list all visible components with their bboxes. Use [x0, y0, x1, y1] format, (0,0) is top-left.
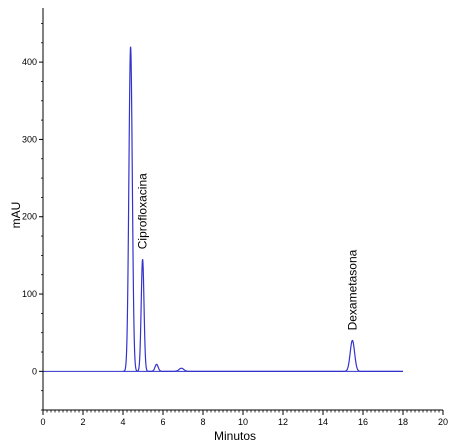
x-tick-label: 16: [358, 417, 368, 427]
chromatogram-trace: [122, 46, 403, 372]
y-tick-label: 400: [22, 57, 37, 67]
y-tick-label: 100: [22, 289, 37, 299]
x-tick-label: 0: [40, 417, 45, 427]
x-tick-label: 14: [318, 417, 328, 427]
x-tick-label: 20: [438, 417, 448, 427]
x-tick-label: 10: [238, 417, 248, 427]
x-tick-label: 2: [80, 417, 85, 427]
x-tick-label: 6: [160, 417, 165, 427]
y-tick-label: 0: [32, 366, 37, 376]
peak-label: Ciprofloxacina: [136, 173, 150, 249]
y-tick-label: 200: [22, 212, 37, 222]
y-tick-label: 300: [22, 134, 37, 144]
y-axis-title: mAU: [9, 202, 23, 229]
peak-label: Dexametasona: [345, 249, 359, 330]
x-tick-label: 18: [398, 417, 408, 427]
annotations: Ciprofloxacina Dexametasona: [136, 173, 360, 331]
trace-layer: [122, 46, 403, 372]
x-tick-label: 12: [278, 417, 288, 427]
x-tick-label: 4: [120, 417, 125, 427]
x-tick-label: 8: [200, 417, 205, 427]
x-axis-title: Minutos: [214, 429, 256, 443]
